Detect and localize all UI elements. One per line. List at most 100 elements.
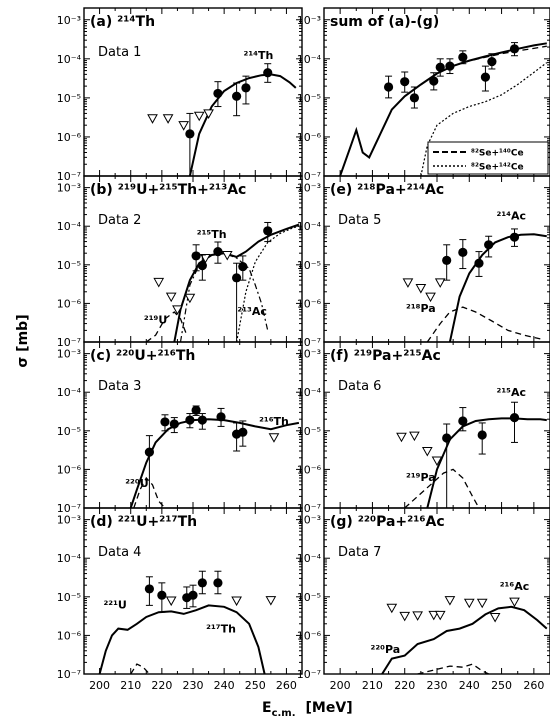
data-point: [197, 578, 207, 588]
upper-limit-marker: [165, 596, 177, 607]
data-point: [160, 417, 170, 427]
data-point: [409, 93, 419, 103]
data-point: [509, 232, 520, 242]
data-point: [238, 261, 248, 272]
y-tick-label: 10⁻⁷: [57, 668, 81, 681]
x-tick-label: 250: [245, 679, 266, 692]
upper-limit-marker: [396, 432, 407, 443]
data-point: [487, 56, 497, 67]
curve-annotation: ²¹⁹Pa: [406, 471, 436, 484]
y-tick-label: 10⁻⁶: [57, 463, 82, 476]
panel-plot-area: [129, 405, 300, 508]
upper-limit-marker: [265, 596, 277, 606]
x-axis-subscript: c.m.: [272, 708, 296, 718]
curve-annotation: ²¹⁴Th: [244, 49, 274, 62]
data-point: [213, 578, 223, 588]
data-series-label: Data 5: [338, 213, 381, 228]
curve-dashed: [133, 476, 166, 508]
data-series-label: Data 6: [338, 379, 381, 394]
x-tick-label: 220: [394, 679, 415, 692]
curve-dashed: [130, 663, 150, 674]
y-tick-label: 10⁻³: [57, 182, 81, 195]
y-tick-label: 10⁻⁷: [297, 336, 321, 349]
upper-limit-marker: [147, 114, 158, 124]
curve-solid: [448, 233, 547, 342]
panel-plot-area: [145, 221, 300, 342]
y-tick-label: 10⁻⁵: [297, 259, 321, 272]
y-tick-label: 10⁻³: [57, 14, 81, 27]
upper-limit-marker: [178, 121, 190, 131]
panel-label: (b) ²¹⁹U+²¹⁵Th+²¹³Ac: [90, 182, 246, 198]
x-axis-symbol: E: [262, 700, 272, 716]
upper-limit-marker: [463, 598, 475, 609]
data-point: [263, 68, 273, 78]
curve-annotation: ²¹³Ac: [237, 305, 267, 318]
curve-annotation: ²¹⁵Th: [197, 228, 227, 241]
curve-dashed: [339, 45, 547, 176]
y-tick-label: 10⁻⁴: [297, 386, 322, 399]
curve-solid: [381, 605, 548, 674]
curve-solid: [426, 417, 547, 508]
curve-dashed: [145, 311, 188, 342]
x-tick-label: 250: [491, 679, 512, 692]
y-tick-label: 10⁻⁵: [57, 92, 81, 105]
panel-a: 10⁻⁷ 10⁻⁶ 10⁻⁵ 10⁻⁴ 10⁻³ (a) ²¹⁴Th Data 1 ²¹⁴Th: [57, 7, 303, 183]
data-point: [157, 590, 167, 600]
data-point: [188, 590, 198, 600]
data-point: [484, 240, 494, 250]
data-series-label: Data 4: [98, 545, 141, 560]
curve-annotation: ²²⁰Pa: [371, 643, 401, 656]
panel-frame: [83, 7, 303, 177]
data-point: [185, 415, 195, 425]
panel-label: sum of (a)-(g): [330, 14, 439, 30]
upper-limit-marker: [221, 250, 233, 261]
data-point: [458, 416, 468, 426]
curve-annotation: ²¹⁷Th: [206, 622, 236, 635]
panel-c: 10⁻⁷ 10⁻⁶ 10⁻⁵ 10⁻⁴ 10⁻³ (c) ²²⁰U+²¹⁶Th Data 3…: [57, 341, 303, 515]
y-tick-label: 10⁻³: [57, 348, 81, 361]
x-tick-label: 220: [151, 679, 172, 692]
upper-limit-marker: [162, 114, 174, 124]
panel-f: 10⁻⁷ 10⁻⁶ 10⁻⁵ 10⁻⁴ 10⁻³ (f) ²¹⁹Pa+²¹⁵Ac Data …: [297, 341, 550, 515]
data-series-label: Data 2: [98, 213, 141, 228]
x-tick-label: 240: [459, 679, 480, 692]
y-tick-label: 10⁻³: [57, 514, 81, 527]
legend-label: ⁸²Se+¹⁴²Ce: [471, 163, 524, 173]
upper-limit-marker: [428, 610, 440, 621]
upper-limit-marker: [268, 433, 280, 443]
panel-g: 10⁻⁷ 10⁻⁶ 10⁻⁵ 10⁻⁴ 10⁻³ 200 210 220 230 240 250 26…: [297, 507, 550, 692]
curve-annotation: ²²¹U: [103, 598, 126, 611]
y-tick-label: 10⁻⁷: [297, 502, 321, 515]
panel-plot-area: [339, 42, 548, 176]
upper-limit-marker: [421, 446, 433, 457]
y-tick-label: 10⁻⁷: [57, 502, 81, 515]
data-point: [241, 83, 251, 93]
data-point: [442, 255, 452, 266]
upper-limit-marker: [409, 431, 420, 442]
data-point: [263, 226, 273, 236]
data-point: [144, 447, 154, 457]
data-point: [429, 76, 439, 86]
panel-sum: 10⁻⁷ 10⁻⁶ 10⁻⁵ 10⁻⁴ 10⁻³ sum of (a)-(g) ⁸²Se+¹…: [297, 7, 550, 183]
curve-solid: [98, 604, 266, 674]
legend-label: ⁸²Se+¹⁴⁰Ce: [471, 149, 524, 159]
x-tick-label: 240: [214, 679, 235, 692]
panel-d: 10⁻⁷ 10⁻⁶ 10⁻⁵ 10⁻⁴ 10⁻³ 200 210 220 230 240 250 26…: [57, 507, 303, 692]
data-point: [509, 412, 520, 423]
curve-annotation: ²¹⁶Ac: [500, 580, 530, 593]
y-tick-label: 10⁻⁵: [297, 425, 321, 438]
x-tick-label: 260: [276, 679, 297, 692]
data-point: [185, 129, 195, 139]
curve-dashed: [404, 468, 480, 508]
data-point: [435, 62, 445, 72]
curve-annotation: ²¹⁸Pa: [406, 302, 436, 315]
data-point: [213, 88, 223, 99]
y-tick-label: 10⁻⁴: [57, 552, 82, 565]
panel-label: (d) ²²¹U+²¹⁷Th: [90, 514, 197, 530]
x-tick-label: 230: [183, 679, 204, 692]
upper-limit-marker: [165, 292, 177, 303]
y-tick-label: 10⁻⁵: [57, 259, 81, 272]
data-point: [232, 273, 242, 283]
y-tick-label: 10⁻³: [297, 182, 321, 195]
